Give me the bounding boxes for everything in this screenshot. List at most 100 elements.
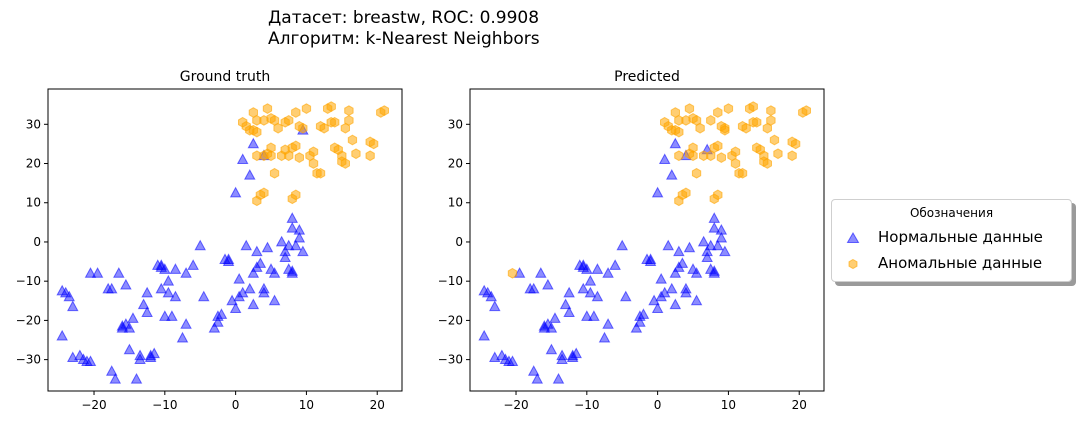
predicted-panel: Predicted −20 −10 0 10 20 −30 −20 −10 0 10 20 30 xyxy=(438,69,825,412)
y-tick-label: 0 xyxy=(33,235,41,249)
normal-point xyxy=(290,239,302,251)
anomaly-point xyxy=(713,140,723,152)
normal-point xyxy=(527,365,540,376)
normal-point xyxy=(669,267,682,278)
anomaly-point xyxy=(259,187,269,199)
normal-point xyxy=(187,259,199,270)
normal-point xyxy=(109,372,122,384)
anomaly-point xyxy=(269,167,280,179)
normal-point xyxy=(552,372,565,384)
legend-title: Обозначения xyxy=(909,206,994,220)
anomaly-point xyxy=(737,167,748,179)
anomaly-point xyxy=(344,115,354,126)
normal-point xyxy=(251,245,263,257)
normal-point xyxy=(258,286,270,298)
anomaly-point xyxy=(684,103,695,114)
normal-point xyxy=(577,282,590,294)
normal-point xyxy=(701,245,713,257)
anomaly-point xyxy=(713,107,723,118)
anomaly-point xyxy=(347,134,358,146)
axes-frame xyxy=(469,88,825,392)
normal-point xyxy=(240,239,253,251)
normal-point xyxy=(669,137,682,149)
normal-point xyxy=(116,321,129,333)
legend-anomaly-label: Аномальные данные xyxy=(878,254,1043,272)
normal-point xyxy=(658,153,671,164)
normal-point xyxy=(176,331,189,343)
anomaly-point xyxy=(344,105,354,116)
anomaly-point xyxy=(716,152,726,163)
normal-point xyxy=(488,300,501,312)
normal-point xyxy=(531,372,544,384)
normal-point xyxy=(538,321,551,333)
anomaly-point xyxy=(688,142,698,154)
anomaly-point xyxy=(294,152,304,163)
normal-point xyxy=(662,239,675,251)
y-tick-label: −10 xyxy=(16,274,41,288)
normal-point xyxy=(194,239,207,251)
normal-point xyxy=(123,321,136,333)
anomaly-point xyxy=(284,115,294,126)
panel-title: Ground truth xyxy=(180,69,270,85)
anomaly-point xyxy=(674,126,684,138)
normal-point xyxy=(282,239,295,251)
normal-point xyxy=(247,267,260,278)
normal-point xyxy=(697,235,710,247)
normal-point xyxy=(506,355,519,366)
normal-point xyxy=(570,347,582,359)
normal-point xyxy=(134,353,146,365)
x-tick-label: −10 xyxy=(574,398,599,412)
y-tick-label: 30 xyxy=(26,117,41,131)
x-tick-label: −20 xyxy=(503,398,528,412)
anomaly-point xyxy=(262,103,273,114)
normal-point xyxy=(485,290,498,302)
normal-point xyxy=(212,316,224,327)
anomaly-point xyxy=(252,126,262,138)
normal-point xyxy=(120,278,132,290)
x-tick-label: −10 xyxy=(152,398,177,412)
anomaly-point xyxy=(330,116,340,128)
normal-point xyxy=(169,290,182,302)
normal-point xyxy=(113,267,125,278)
suptitle-line1: Датасет: breastw, ROC: 0.9908 xyxy=(268,8,540,28)
normal-point xyxy=(208,321,221,333)
y-tick-label: −20 xyxy=(16,313,41,327)
normal-point xyxy=(180,318,192,329)
anomaly-point xyxy=(284,150,294,162)
anomaly-point xyxy=(315,167,326,179)
y-tick-label: 20 xyxy=(448,157,463,171)
anomaly-point xyxy=(730,158,741,169)
normal-point xyxy=(609,259,621,270)
legend-entry-normal: Нормальные данные xyxy=(846,228,1043,246)
anomaly-point xyxy=(266,113,276,124)
normal-point xyxy=(247,298,260,310)
anomaly-point xyxy=(291,189,301,201)
normal-point xyxy=(584,286,597,298)
anomaly-point xyxy=(365,150,375,162)
normal-point xyxy=(683,241,696,253)
normal-point xyxy=(148,347,160,359)
normal-point xyxy=(690,267,703,278)
normal-point xyxy=(243,282,256,294)
normal-point xyxy=(105,282,118,294)
anomaly-point xyxy=(713,189,723,201)
x-tick-label: 10 xyxy=(721,398,736,412)
normal-point xyxy=(279,245,291,257)
anomaly-point xyxy=(730,146,741,158)
normal-point xyxy=(673,245,685,257)
normal-point xyxy=(134,349,146,361)
normal-point xyxy=(581,310,593,321)
anomaly-point xyxy=(706,115,716,126)
normal-point xyxy=(155,282,168,294)
anomaly-point xyxy=(688,150,698,162)
normal-point xyxy=(293,231,306,243)
normal-point xyxy=(542,278,554,290)
anomaly-point xyxy=(507,267,518,279)
normal-point xyxy=(676,257,689,268)
anomaly-point xyxy=(787,150,797,162)
normal-point xyxy=(56,329,68,341)
normal-point xyxy=(215,308,228,319)
normal-point xyxy=(159,310,171,321)
normal-point xyxy=(634,316,646,327)
normal-point xyxy=(197,290,210,302)
